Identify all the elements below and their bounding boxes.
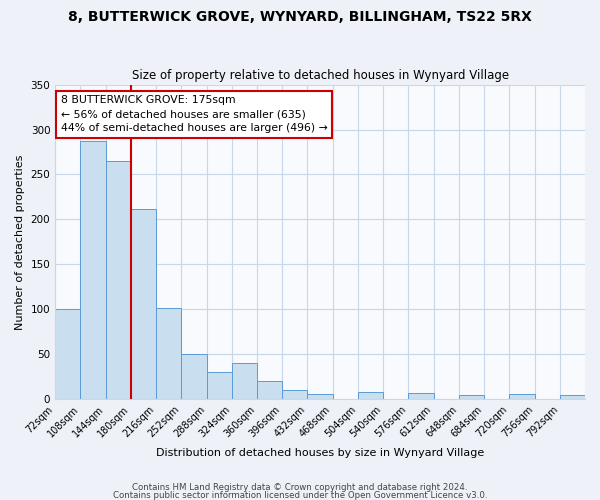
- Bar: [181, 354, 206, 400]
- Bar: [409, 393, 434, 400]
- Bar: [106, 161, 131, 400]
- Bar: [459, 395, 484, 400]
- Text: Contains HM Land Registry data © Crown copyright and database right 2024.: Contains HM Land Registry data © Crown c…: [132, 483, 468, 492]
- Bar: [206, 372, 232, 400]
- Text: Contains public sector information licensed under the Open Government Licence v3: Contains public sector information licen…: [113, 492, 487, 500]
- Bar: [156, 308, 181, 400]
- Bar: [307, 394, 332, 400]
- Bar: [509, 394, 535, 400]
- Bar: [257, 382, 282, 400]
- Bar: [55, 310, 80, 400]
- Bar: [358, 392, 383, 400]
- Bar: [131, 208, 156, 400]
- Bar: [80, 141, 106, 400]
- Bar: [560, 395, 585, 400]
- Bar: [232, 364, 257, 400]
- Text: 8, BUTTERWICK GROVE, WYNYARD, BILLINGHAM, TS22 5RX: 8, BUTTERWICK GROVE, WYNYARD, BILLINGHAM…: [68, 10, 532, 24]
- Y-axis label: Number of detached properties: Number of detached properties: [15, 154, 25, 330]
- Bar: [282, 390, 307, 400]
- Text: 8 BUTTERWICK GROVE: 175sqm
← 56% of detached houses are smaller (635)
44% of sem: 8 BUTTERWICK GROVE: 175sqm ← 56% of deta…: [61, 96, 328, 134]
- Title: Size of property relative to detached houses in Wynyard Village: Size of property relative to detached ho…: [131, 69, 509, 82]
- X-axis label: Distribution of detached houses by size in Wynyard Village: Distribution of detached houses by size …: [156, 448, 484, 458]
